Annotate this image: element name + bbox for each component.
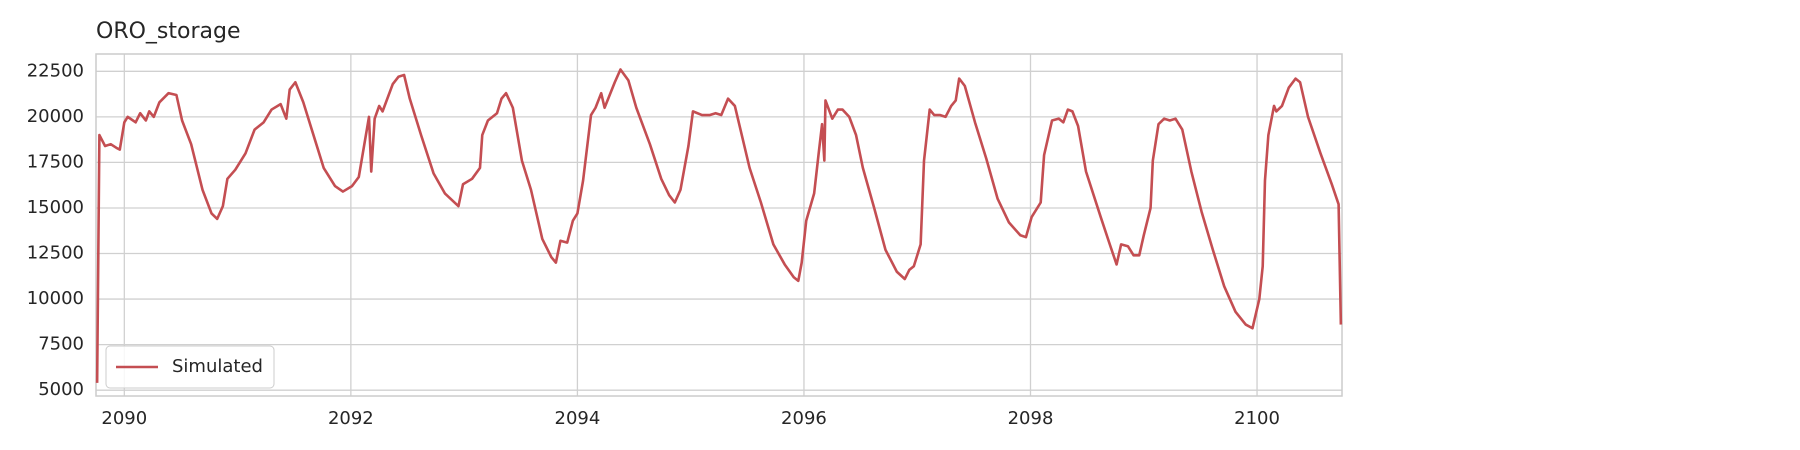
x-tick-label: 2092 [328, 408, 374, 429]
y-tick-label: 5000 [38, 379, 84, 400]
data-line [95, 68, 1343, 383]
plot-frame [95, 53, 1343, 397]
legend-label: Simulated [172, 356, 263, 377]
y-tick-label: 20000 [27, 106, 84, 127]
x-tick-label: 2090 [101, 408, 147, 429]
legend-box [105, 345, 275, 389]
y-tick-label: 12500 [27, 243, 84, 264]
y-tick-label: 10000 [27, 288, 84, 309]
x-tick-label: 2100 [1234, 408, 1280, 429]
x-tick-label: 2096 [781, 408, 827, 429]
y-tick-label: 7500 [38, 334, 84, 355]
y-tick-label: 17500 [27, 151, 84, 172]
y-tick-label: 15000 [27, 197, 84, 218]
y-tick-label: 22500 [27, 60, 84, 81]
legend: Simulated [105, 345, 275, 389]
x-tick-label: 2098 [1008, 408, 1054, 429]
x-tick-label: 2094 [555, 408, 601, 429]
chart-title: ORO_storage [96, 19, 241, 44]
